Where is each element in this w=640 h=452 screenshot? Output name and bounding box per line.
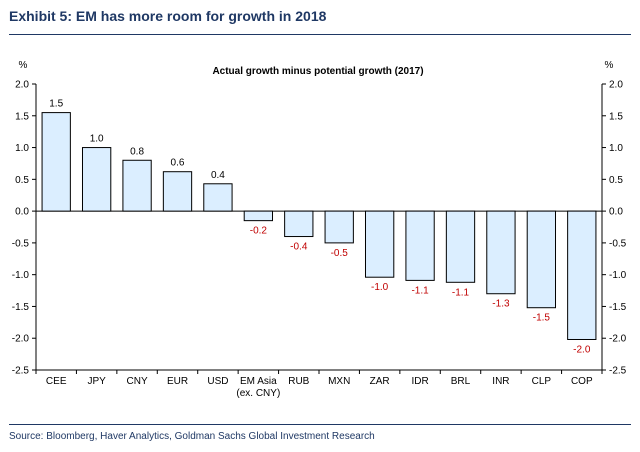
data-label: -1.1 bbox=[452, 287, 470, 298]
bar bbox=[81, 147, 112, 212]
y-tick-label-left: -1.0 bbox=[12, 270, 30, 281]
data-label: 1.0 bbox=[90, 134, 104, 145]
data-label: -1.3 bbox=[492, 299, 510, 310]
data-label: -1.1 bbox=[411, 285, 429, 296]
y-tick-label-left: -1.5 bbox=[12, 302, 30, 313]
source-note: Source: Bloomberg, Haver Analytics, Gold… bbox=[9, 431, 375, 442]
bar bbox=[203, 183, 233, 212]
y-tick-label-left: -2.0 bbox=[12, 334, 30, 345]
y-tick-label-right: -1.0 bbox=[609, 270, 627, 281]
x-tick-label: INR bbox=[492, 376, 509, 387]
y-tick-label-left: -2.5 bbox=[12, 366, 30, 377]
data-label: 0.8 bbox=[130, 146, 144, 157]
bar bbox=[364, 210, 395, 278]
x-tick-label: BRL bbox=[451, 376, 471, 387]
y-tick-label-right: 1.0 bbox=[609, 143, 623, 154]
data-label: 1.5 bbox=[49, 99, 63, 110]
footer-rule bbox=[9, 424, 631, 425]
bar bbox=[41, 112, 71, 212]
bar bbox=[486, 210, 516, 295]
y-tick-label-right: -2.5 bbox=[609, 366, 627, 377]
data-label: -1.0 bbox=[371, 282, 389, 293]
bar bbox=[162, 171, 193, 212]
bar bbox=[122, 159, 152, 212]
x-tick-label: JPY bbox=[87, 376, 106, 387]
x-tick-label: CLP bbox=[532, 376, 552, 387]
x-tick-label: CNY bbox=[127, 376, 148, 387]
data-label: -0.4 bbox=[290, 242, 308, 253]
y-tick-label-left: 1.0 bbox=[15, 143, 29, 154]
bar bbox=[526, 210, 557, 309]
y-tick-label-left: 1.5 bbox=[15, 111, 29, 122]
y-tick-label-right: -2.0 bbox=[609, 334, 627, 345]
y-tick-label-left: -0.5 bbox=[12, 238, 30, 249]
y-tick-label-left: 0.5 bbox=[15, 175, 29, 186]
x-tick-label: IDR bbox=[411, 376, 428, 387]
x-tick-label: EUR bbox=[167, 376, 188, 387]
y-tick-label-right: 2.0 bbox=[609, 80, 623, 91]
plot-area: 2.0 2.0 1.5 1.5 1.0 1.0 0.5 0.5 0.0 0.0 -0.5 -0.5 -1… bbox=[12, 80, 627, 400]
bar bbox=[445, 210, 476, 283]
data-label: 0.4 bbox=[211, 170, 225, 181]
data-label: -1.5 bbox=[533, 313, 551, 324]
bar bbox=[284, 210, 314, 238]
y-tick-label-left: 2.0 bbox=[15, 80, 29, 91]
y-tick-label-right: 0.5 bbox=[609, 175, 623, 186]
y-axis-right-unit: % bbox=[605, 60, 614, 71]
y-tick-label-right: 0.0 bbox=[609, 207, 623, 218]
x-tick-label: EM Asia bbox=[240, 376, 277, 387]
bar bbox=[567, 210, 597, 340]
bar bbox=[405, 210, 435, 281]
y-tick-label-right: -0.5 bbox=[609, 238, 627, 249]
data-label: 0.6 bbox=[171, 158, 185, 169]
bar bbox=[243, 210, 274, 222]
x-tick-label: CEE bbox=[46, 376, 67, 387]
data-label: -0.2 bbox=[250, 226, 268, 237]
chart-title: Actual growth minus potential growth (20… bbox=[212, 66, 423, 77]
x-tick-sublabel: (ex. CNY) bbox=[236, 388, 280, 399]
x-tick-label: ZAR bbox=[370, 376, 390, 387]
data-label: -2.0 bbox=[573, 344, 591, 355]
x-tick-label: COP bbox=[571, 376, 593, 387]
x-tick-label: MXN bbox=[328, 376, 350, 387]
x-tick-label: USD bbox=[207, 376, 228, 387]
y-tick-label-left: 0.0 bbox=[15, 207, 29, 218]
y-tick-label-right: 1.5 bbox=[609, 111, 623, 122]
y-axis-left-unit: % bbox=[19, 60, 28, 71]
title-rule bbox=[9, 34, 631, 35]
y-tick-label-right: -1.5 bbox=[609, 302, 627, 313]
x-tick-label: RUB bbox=[288, 376, 309, 387]
bar bbox=[324, 210, 354, 244]
data-label: -0.5 bbox=[331, 248, 349, 259]
exhibit-title: Exhibit 5: EM has more room for growth i… bbox=[9, 8, 327, 24]
